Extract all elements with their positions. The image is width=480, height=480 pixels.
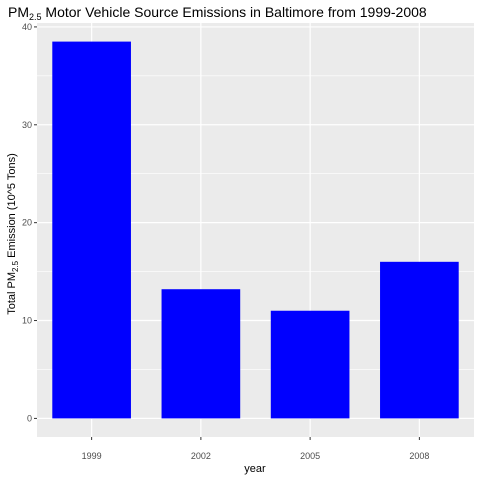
chart-title-subscript: 2.5 bbox=[29, 12, 42, 22]
bar-2005 bbox=[270, 310, 350, 419]
y-tick-label: 20 bbox=[22, 218, 32, 228]
y-axis-title-subscript: 2.5 bbox=[11, 260, 20, 272]
x-tick-label: 2002 bbox=[191, 451, 211, 461]
y-axis-title-suffix: Emission (10^5 Tons) bbox=[6, 153, 18, 261]
bar-1999 bbox=[52, 41, 131, 419]
y-tick-label: 0 bbox=[27, 413, 32, 423]
y-axis: 0 10 20 30 40 bbox=[22, 22, 37, 423]
y-axis-title: Total PM2.5 Emission (10^5 Tons) bbox=[6, 153, 20, 315]
chart-title-prefix: PM bbox=[8, 4, 29, 20]
chart-title-suffix: Motor Vehicle Source Emissions in Baltim… bbox=[42, 4, 427, 20]
x-tick-label: 2005 bbox=[300, 451, 320, 461]
x-axis: 1999 2002 2005 2008 bbox=[82, 437, 429, 461]
x-axis-title: year bbox=[244, 463, 266, 475]
bar-2008 bbox=[380, 261, 459, 419]
bars bbox=[52, 41, 459, 419]
bar-2002 bbox=[161, 289, 241, 419]
x-tick-label: 2008 bbox=[409, 451, 429, 461]
chart-title: PM2.5 Motor Vehicle Source Emissions in … bbox=[8, 4, 427, 22]
x-tick-label: 1999 bbox=[82, 451, 102, 461]
y-tick-label: 40 bbox=[22, 22, 32, 32]
y-tick-label: 10 bbox=[22, 316, 32, 326]
y-tick-label: 30 bbox=[22, 120, 32, 130]
y-axis-title-prefix: Total PM bbox=[6, 272, 18, 315]
